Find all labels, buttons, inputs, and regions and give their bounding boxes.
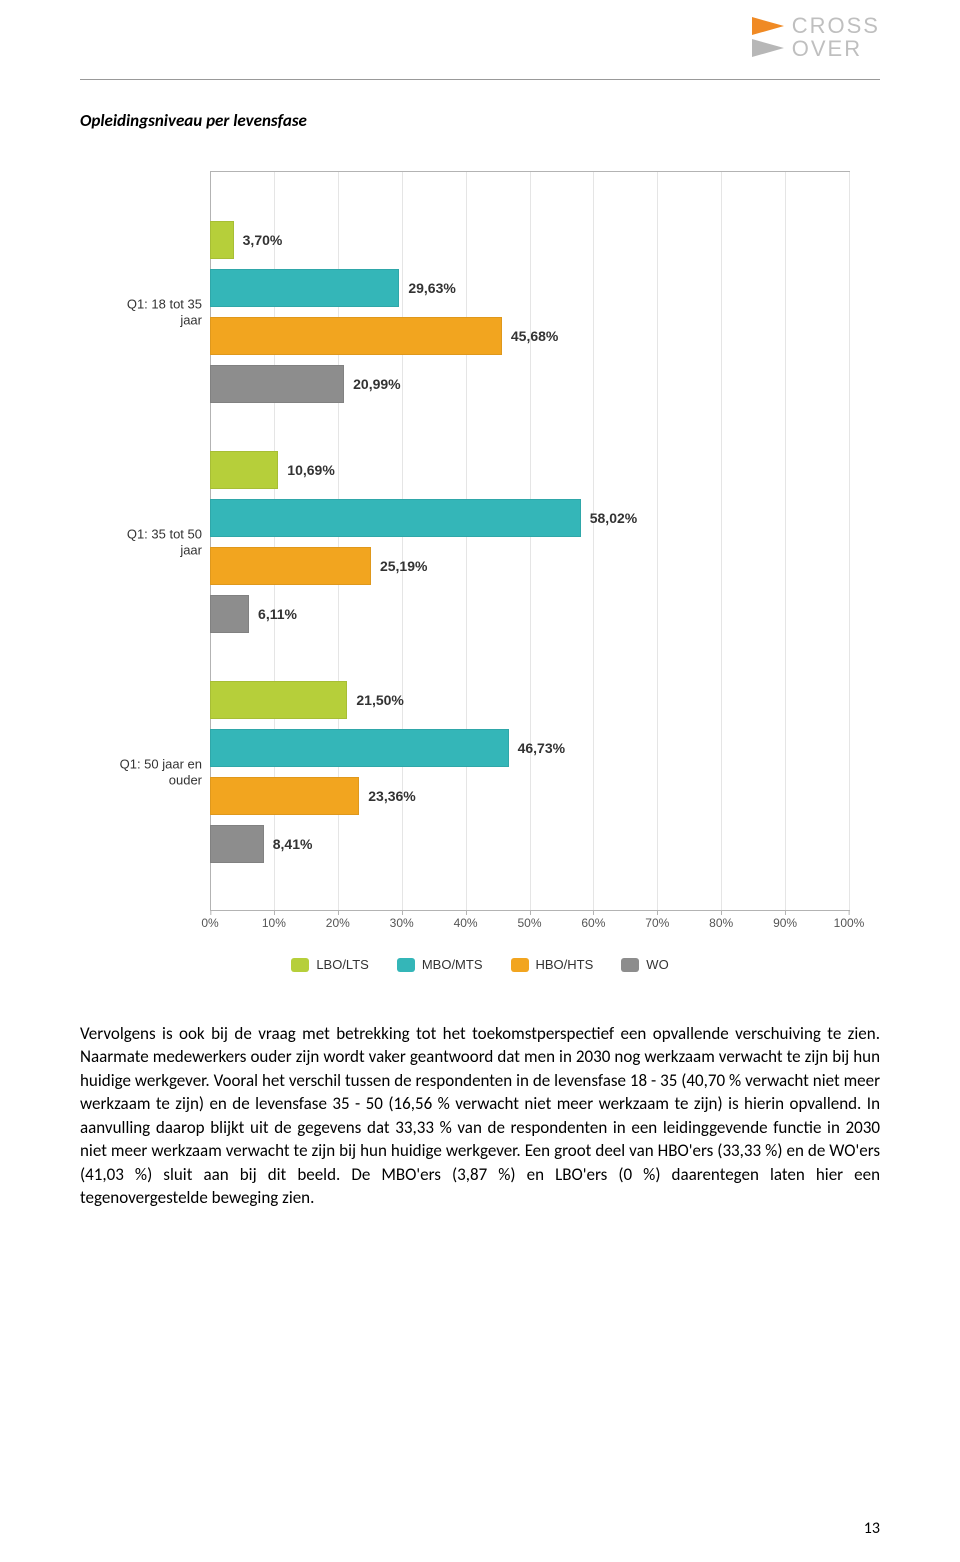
bar: 25,19% <box>210 547 371 585</box>
logo-mark-icon <box>750 15 786 59</box>
bar-value-label: 23,36% <box>358 788 415 804</box>
bar-row: 45,68% <box>210 317 849 355</box>
group-label: Q1: 18 tot 35 jaar <box>102 296 210 327</box>
bar: 6,11% <box>210 595 249 633</box>
bar-value-label: 46,73% <box>508 740 565 756</box>
legend-item: WO <box>621 957 668 972</box>
legend-label: MBO/MTS <box>422 957 483 972</box>
page-number: 13 <box>864 1519 880 1538</box>
bar-row: 21,50% <box>210 681 849 719</box>
bar-group: Q1: 18 tot 35 jaar3,70%29,63%45,68%20,99… <box>210 221 849 403</box>
bar-group: Q1: 50 jaar en ouder21,50%46,73%23,36%8,… <box>210 681 849 863</box>
x-tick: 10% <box>262 910 286 930</box>
gridline <box>849 172 850 910</box>
logo-line2: OVER <box>792 36 862 61</box>
bar: 8,41% <box>210 825 264 863</box>
chart-legend: LBO/LTS MBO/MTS HBO/HTS WO <box>100 957 860 972</box>
group-label: Q1: 50 jaar en ouder <box>102 756 210 787</box>
group-label: Q1: 35 tot 50 jaar <box>102 526 210 557</box>
bar-group: Q1: 35 tot 50 jaar10,69%58,02%25,19%6,11… <box>210 451 849 633</box>
x-tick: 60% <box>581 910 605 930</box>
bar-row: 10,69% <box>210 451 849 489</box>
bar-row: 20,99% <box>210 365 849 403</box>
logo-line1: CROSS <box>792 13 880 38</box>
bar-value-label: 6,11% <box>248 606 297 622</box>
bar-row: 46,73% <box>210 729 849 767</box>
bar-row: 23,36% <box>210 777 849 815</box>
legend-label: HBO/HTS <box>536 957 594 972</box>
legend-item: HBO/HTS <box>511 957 594 972</box>
bar-value-label: 3,70% <box>233 232 283 248</box>
x-tick: 20% <box>326 910 350 930</box>
bar-row: 58,02% <box>210 499 849 537</box>
chart: 0%10%20%30%40%50%60%70%80%90%100%Q1: 18 … <box>100 171 860 972</box>
legend-swatch-icon <box>621 958 639 972</box>
chart-plot: 0%10%20%30%40%50%60%70%80%90%100%Q1: 18 … <box>210 171 850 911</box>
bar-value-label: 45,68% <box>501 328 558 344</box>
bar-value-label: 8,41% <box>263 836 313 852</box>
x-tick: 100% <box>834 910 865 930</box>
bar-row: 29,63% <box>210 269 849 307</box>
x-tick: 40% <box>454 910 478 930</box>
bar: 29,63% <box>210 269 399 307</box>
bar: 45,68% <box>210 317 502 355</box>
bar-value-label: 21,50% <box>346 692 403 708</box>
bar: 10,69% <box>210 451 278 489</box>
bar-value-label: 29,63% <box>398 280 455 296</box>
x-tick: 0% <box>201 910 218 930</box>
x-tick: 90% <box>773 910 797 930</box>
bar: 23,36% <box>210 777 359 815</box>
legend-swatch-icon <box>397 958 415 972</box>
bar-value-label: 10,69% <box>277 462 334 478</box>
legend-item: LBO/LTS <box>291 957 369 972</box>
bar-row: 25,19% <box>210 547 849 585</box>
x-tick: 50% <box>517 910 541 930</box>
body-paragraph: Vervolgens is ook bij de vraag met betre… <box>80 1022 880 1210</box>
bar-row: 8,41% <box>210 825 849 863</box>
bar-row: 3,70% <box>210 221 849 259</box>
x-tick: 70% <box>645 910 669 930</box>
legend-label: WO <box>646 957 668 972</box>
section-title: Opleidingsniveau per levensfase <box>80 110 880 131</box>
bar: 58,02% <box>210 499 581 537</box>
bar: 46,73% <box>210 729 509 767</box>
x-tick: 80% <box>709 910 733 930</box>
logo: CROSS OVER <box>750 14 880 60</box>
bar: 3,70% <box>210 221 234 259</box>
bar: 21,50% <box>210 681 347 719</box>
logo-text: CROSS OVER <box>792 14 880 60</box>
bar: 20,99% <box>210 365 344 403</box>
page-header: CROSS OVER <box>80 20 880 80</box>
legend-swatch-icon <box>511 958 529 972</box>
legend-label: LBO/LTS <box>316 957 369 972</box>
bar-row: 6,11% <box>210 595 849 633</box>
x-tick: 30% <box>390 910 414 930</box>
bar-value-label: 25,19% <box>370 558 427 574</box>
legend-item: MBO/MTS <box>397 957 483 972</box>
bar-value-label: 20,99% <box>343 376 400 392</box>
legend-swatch-icon <box>291 958 309 972</box>
bar-value-label: 58,02% <box>580 510 637 526</box>
